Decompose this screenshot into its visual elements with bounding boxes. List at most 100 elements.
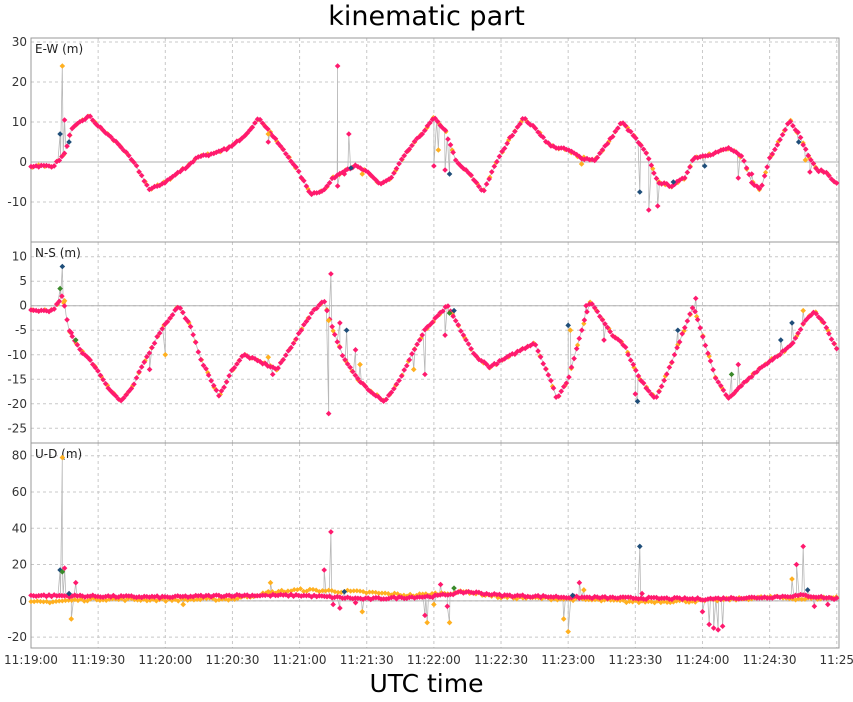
data-point-b: [175, 598, 181, 604]
data-point-outlier: [352, 347, 359, 353]
data-point-a: [823, 324, 830, 331]
data-point-b: [348, 588, 354, 594]
data-point-a: [195, 349, 202, 355]
data-point-a: [56, 157, 63, 164]
panel-label: N-S (m): [35, 246, 81, 260]
x-tick-label: 11:21:00: [273, 653, 327, 667]
data-point-outlier: [583, 302, 589, 309]
data-point-a: [411, 346, 418, 353]
data-point-b: [144, 598, 150, 604]
data-point-a: [277, 143, 284, 150]
data-point-outlier: [146, 366, 153, 373]
data-point-a: [542, 593, 549, 600]
data-point-outlier: [162, 351, 169, 358]
data-point-a: [406, 594, 413, 601]
data-point-b: [369, 589, 376, 595]
data-point-a: [535, 348, 541, 354]
data-point-outlier: [576, 579, 583, 586]
data-point-a: [432, 115, 438, 122]
data-point-b: [382, 590, 388, 596]
data-point-a: [223, 379, 230, 385]
data-point-b: [595, 596, 601, 602]
data-point-a: [486, 176, 492, 182]
x-tick-label: 11:23:00: [541, 653, 595, 667]
data-point-a: [416, 337, 423, 343]
data-point-b: [304, 588, 310, 594]
data-point-a: [571, 355, 577, 362]
data-point-outlier: [72, 579, 79, 586]
data-point-a: [164, 318, 171, 325]
data-point-a: [563, 380, 570, 386]
data-point-b: [462, 335, 468, 341]
data-point-outlier: [424, 619, 430, 626]
data-point-a: [476, 183, 482, 190]
data-point-b: [213, 597, 219, 604]
data-point-a: [661, 377, 667, 384]
data-point-a: [481, 359, 487, 365]
data-point-a: [777, 136, 783, 143]
data-point-a: [138, 364, 145, 370]
data-point-a: [684, 318, 691, 324]
data-point-a: [478, 358, 485, 364]
x-tick-label: 11:25: [819, 653, 853, 667]
data-point-a: [591, 593, 598, 600]
data-point-outlier: [341, 171, 348, 177]
data-point-a: [373, 393, 379, 399]
data-point-a: [599, 147, 606, 153]
data-point-b: [623, 599, 629, 606]
data-point-outlier: [68, 616, 75, 622]
data-point-a: [69, 593, 75, 599]
data-point-a: [797, 326, 804, 333]
data-point-a: [406, 357, 413, 363]
data-point-a: [589, 156, 595, 163]
panel-label: E-W (m): [35, 42, 83, 56]
data-point-a: [617, 120, 624, 127]
data-point-a: [154, 183, 160, 190]
data-point-outlier: [728, 371, 735, 378]
data-point-outlier: [645, 207, 652, 213]
data-point-a: [246, 127, 253, 133]
data-point-a: [460, 165, 467, 172]
data-point-outlier: [800, 543, 806, 550]
data-point-a: [645, 388, 652, 394]
data-point-a: [347, 364, 353, 371]
data-point-a: [226, 372, 232, 379]
y-tick-label: 30: [12, 35, 27, 49]
data-point-a: [499, 148, 505, 155]
data-point-a: [203, 365, 209, 372]
x-tick-label: 11:21:30: [340, 653, 394, 667]
data-point-a: [239, 353, 245, 360]
data-point-a: [59, 293, 65, 299]
data-point-b: [692, 599, 698, 605]
data-point-a: [661, 180, 667, 186]
data-point-a: [748, 373, 755, 380]
data-point-a: [355, 163, 361, 170]
data-point-a: [208, 594, 214, 600]
data-point-b: [235, 595, 241, 602]
data-point-outlier: [699, 608, 706, 615]
y-tick-label: 40: [12, 521, 27, 535]
data-point-a: [357, 165, 364, 171]
data-point-a: [115, 396, 122, 402]
data-point-b: [626, 598, 633, 605]
data-point-a: [666, 364, 673, 371]
data-point-a: [53, 158, 60, 165]
data-point-a: [190, 593, 196, 600]
data-point-b: [28, 598, 34, 605]
data-point-a: [151, 594, 158, 600]
data-point-a: [185, 594, 191, 601]
data-point-a: [658, 383, 665, 390]
data-point-a: [679, 330, 686, 337]
data-point-outlier: [334, 183, 341, 189]
data-point-a: [445, 592, 451, 598]
data-point-a: [450, 313, 456, 320]
data-point-a: [249, 124, 256, 131]
data-point-a: [138, 594, 145, 601]
data-point-a: [522, 115, 529, 122]
data-point-a: [561, 383, 567, 390]
data-point-a: [303, 183, 310, 189]
data-point-a: [689, 305, 696, 311]
data-point-a: [692, 596, 698, 603]
data-point-outlier: [269, 371, 276, 378]
data-point-outlier: [639, 590, 645, 597]
